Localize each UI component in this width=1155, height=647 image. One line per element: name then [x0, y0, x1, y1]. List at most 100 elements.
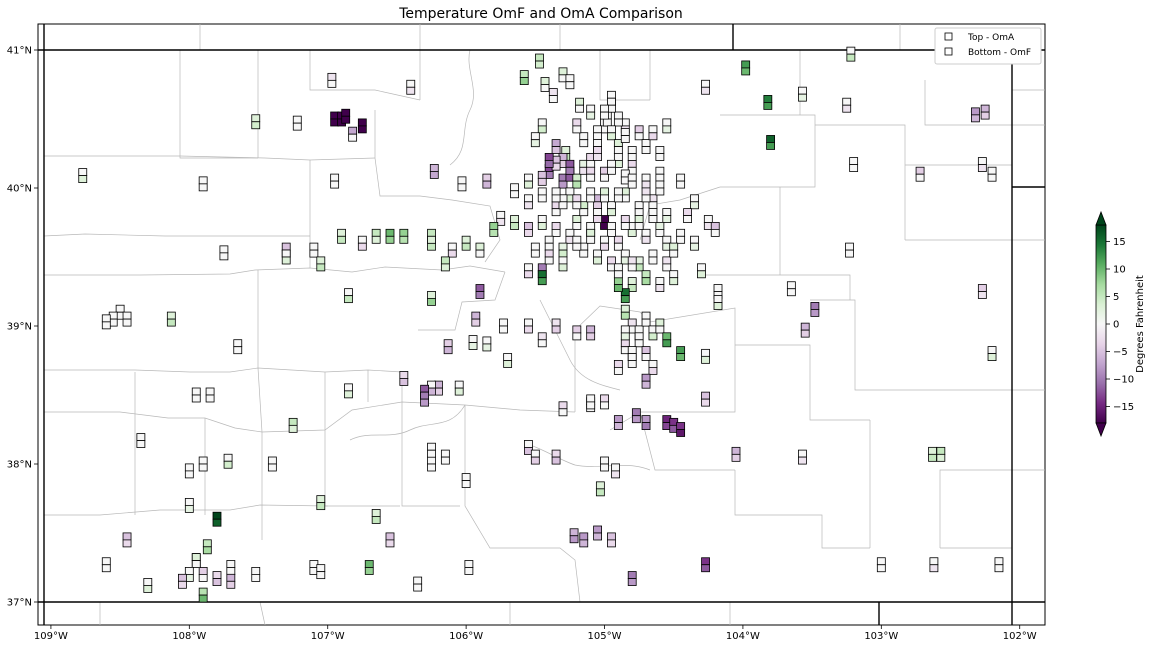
oma-marker	[641, 373, 651, 382]
station-marker	[427, 228, 436, 244]
station-marker	[600, 456, 609, 472]
omf-marker	[634, 132, 644, 141]
oma-marker	[876, 557, 886, 566]
oma-marker	[561, 146, 571, 154]
station-marker	[586, 187, 596, 203]
station-marker	[461, 473, 471, 488]
station-marker	[595, 481, 605, 497]
omf-marker	[613, 194, 623, 203]
oma-marker	[565, 159, 575, 168]
oma-marker	[572, 235, 582, 244]
oma-marker	[683, 208, 692, 217]
station-marker	[572, 194, 582, 210]
omf-marker	[593, 256, 602, 265]
colorbar-tick-label: −5	[1113, 347, 1128, 358]
omf-marker	[344, 295, 353, 304]
oma-marker	[177, 573, 187, 582]
station-marker	[600, 394, 609, 410]
oma-marker	[205, 387, 215, 396]
omf-marker	[371, 235, 381, 244]
omf-marker	[697, 270, 706, 279]
oma-marker	[627, 318, 637, 327]
station-marker	[569, 528, 579, 544]
omf-marker	[524, 228, 533, 237]
station-marker	[669, 242, 679, 258]
omf-marker	[427, 235, 436, 244]
oma-marker	[929, 557, 939, 566]
omf-marker	[641, 194, 651, 203]
oma-marker	[219, 245, 229, 254]
omf-marker	[611, 470, 620, 479]
station-marker	[316, 256, 326, 272]
station-marker	[593, 125, 602, 141]
station-marker	[341, 108, 351, 124]
omf-marker	[565, 166, 575, 175]
colorbar-tick-label: 0	[1113, 320, 1119, 331]
omf-marker	[800, 329, 810, 338]
oma-marker	[607, 97, 616, 106]
oma-marker	[579, 132, 589, 141]
station-marker	[627, 571, 637, 586]
station-marker	[607, 159, 616, 175]
station-marker	[468, 335, 478, 350]
station-marker	[530, 449, 540, 465]
omf-marker	[482, 343, 492, 352]
oma-marker	[344, 383, 353, 392]
station-marker	[548, 88, 558, 103]
station-marker	[348, 126, 358, 142]
omf-marker	[655, 325, 665, 334]
oma-marker	[544, 152, 554, 161]
oma-marker	[627, 571, 637, 579]
oma-marker	[427, 228, 436, 237]
omf-marker	[655, 153, 665, 161]
oma-marker	[641, 139, 651, 148]
oma-marker	[662, 332, 672, 341]
omf-marker	[876, 564, 886, 573]
omf-marker	[977, 164, 987, 172]
omf-marker	[928, 453, 937, 462]
oma-marker	[613, 111, 623, 120]
oma-marker	[316, 256, 326, 265]
omf-marker	[489, 228, 499, 237]
station-marker	[316, 564, 326, 580]
omf-marker	[602, 118, 612, 127]
station-marker	[662, 256, 672, 272]
oma-marker	[143, 578, 153, 586]
omf-marker	[593, 146, 602, 155]
oma-marker	[655, 318, 665, 327]
omf-marker	[482, 180, 492, 189]
station-marker	[701, 79, 710, 95]
oma-marker	[226, 573, 236, 582]
oma-marker	[191, 553, 201, 561]
oma-marker	[341, 108, 351, 117]
station-marker	[662, 118, 672, 134]
omf-marker	[648, 332, 658, 341]
omf-marker	[457, 183, 467, 192]
oma-marker	[669, 270, 679, 279]
oma-marker	[499, 318, 508, 327]
colorbar-tick-label: 15	[1113, 237, 1126, 248]
omf-marker	[198, 574, 208, 582]
omf-marker	[971, 114, 980, 123]
station-marker	[586, 104, 596, 120]
omf-marker	[572, 222, 582, 230]
station-marker	[607, 201, 616, 217]
omf-marker	[613, 366, 623, 375]
oma-marker	[613, 187, 623, 196]
omf-marker	[499, 325, 508, 334]
station-marker	[987, 166, 997, 182]
oma-marker	[593, 525, 602, 534]
omf-marker	[607, 539, 616, 548]
legend-box	[934, 27, 1042, 65]
oma-marker	[399, 371, 409, 379]
oma-marker	[655, 277, 665, 286]
oma-marker	[519, 70, 529, 78]
oma-marker	[344, 288, 353, 297]
oma-marker	[524, 318, 533, 327]
station-marker	[980, 104, 990, 120]
omf-marker	[385, 235, 395, 244]
omf-marker	[713, 302, 723, 310]
oma-marker	[443, 339, 453, 348]
oma-marker	[572, 173, 582, 182]
